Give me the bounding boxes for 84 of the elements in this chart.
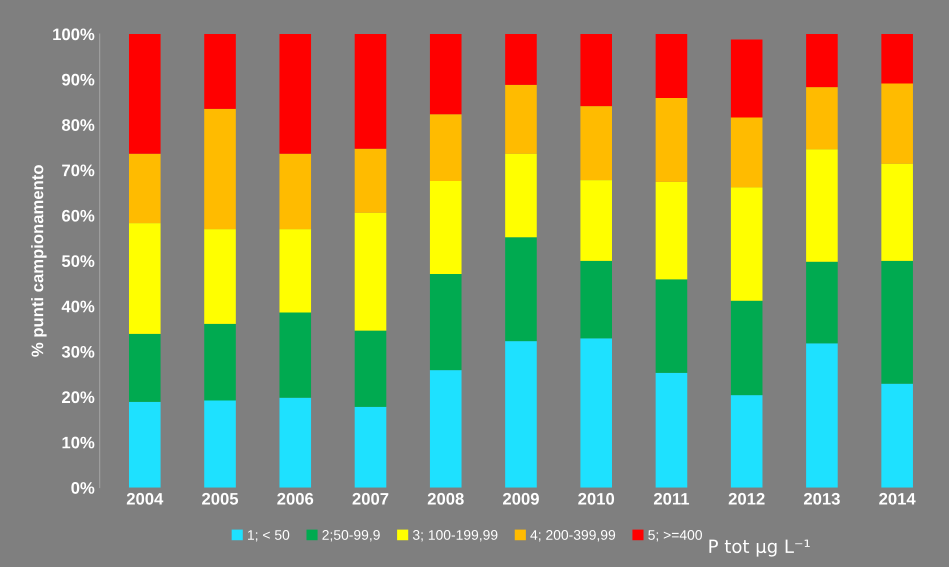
bar: [656, 372, 688, 488]
legend-label: 1; < 50: [248, 530, 290, 542]
bar: [656, 98, 688, 182]
bar: [656, 279, 688, 373]
x-tick-label: 2004: [126, 492, 164, 505]
legend-label: 2;50-99,9: [322, 530, 380, 542]
bar: [354, 406, 386, 488]
bar: [730, 300, 762, 396]
x-tick-label: 2012: [728, 492, 765, 505]
bar: [430, 114, 462, 181]
y-tick-label: 0%: [71, 482, 94, 494]
bar: [881, 164, 913, 261]
x-tick-label: 2009: [503, 492, 539, 505]
bar: [656, 182, 688, 280]
bar: [430, 180, 462, 274]
x-tick-label: 2005: [202, 492, 238, 505]
y-tick-label: 60%: [62, 210, 94, 222]
y-tick-label: 30%: [62, 346, 94, 358]
x-tick-label: 2010: [578, 492, 614, 505]
legend-label: 3; 100-199,99: [412, 530, 498, 542]
bar: [806, 343, 838, 488]
y-tick-label: 100%: [53, 28, 94, 40]
y-tick-label: 40%: [62, 300, 94, 312]
bar: [730, 117, 762, 188]
bar: [430, 370, 462, 488]
y-tick-label: 20%: [62, 391, 94, 404]
bar: [279, 229, 312, 313]
bar: [204, 108, 236, 230]
bar: [806, 149, 838, 262]
bar: [279, 312, 312, 398]
x-tick-label: 2013: [804, 492, 840, 505]
bar: [656, 34, 688, 98]
bar: [505, 34, 537, 85]
bar: [730, 39, 762, 118]
y-tick-label: 80%: [62, 119, 94, 131]
y-tick-label: 90%: [62, 74, 94, 86]
bar: [128, 154, 161, 224]
bar: [204, 229, 236, 324]
bar: [881, 34, 913, 84]
bar: [580, 260, 612, 338]
bar: [730, 187, 762, 301]
bar: [580, 180, 612, 261]
bar: [580, 338, 612, 488]
bar: [505, 237, 537, 342]
y-tick-label: 50%: [62, 255, 94, 268]
bar: [806, 262, 838, 344]
bar: [730, 395, 762, 488]
bar: [204, 34, 236, 109]
legend-label: 4; 200-399,99: [530, 530, 616, 542]
bar: [580, 34, 612, 106]
y-tick-label: 10%: [62, 436, 94, 448]
x-axis-title: P tot µg L⁻¹: [709, 540, 810, 557]
bar: [354, 330, 386, 407]
bar: [204, 324, 236, 401]
bar: [430, 274, 462, 370]
bar: [204, 400, 236, 488]
bar: [128, 402, 161, 488]
x-tick-label: 2008: [428, 492, 464, 505]
bar: [881, 83, 913, 164]
bar: [806, 87, 838, 150]
x-tick-label: 2011: [654, 492, 690, 505]
bar: [354, 212, 386, 331]
x-tick-label: 2006: [277, 492, 314, 505]
bar: [354, 34, 386, 149]
bar: [580, 106, 612, 180]
bar: [354, 148, 386, 213]
bar: [128, 34, 161, 154]
bar: [279, 398, 312, 488]
legend-label: 5; >=400: [648, 530, 702, 542]
y-tick-label: 70%: [62, 164, 94, 176]
x-tick-label: 2014: [879, 492, 916, 505]
bar: [881, 260, 913, 384]
x-tick-label: 2007: [352, 492, 388, 505]
bar: [505, 341, 537, 488]
bar: [806, 34, 838, 88]
bar: [128, 223, 161, 334]
bar: [505, 84, 537, 154]
y-axis-title: % punti campionamento: [31, 165, 47, 357]
bar: [279, 34, 312, 154]
bar: [430, 34, 462, 114]
bar: [505, 154, 537, 238]
bar: [128, 334, 161, 402]
bar: [881, 384, 913, 488]
bar: [279, 154, 312, 230]
